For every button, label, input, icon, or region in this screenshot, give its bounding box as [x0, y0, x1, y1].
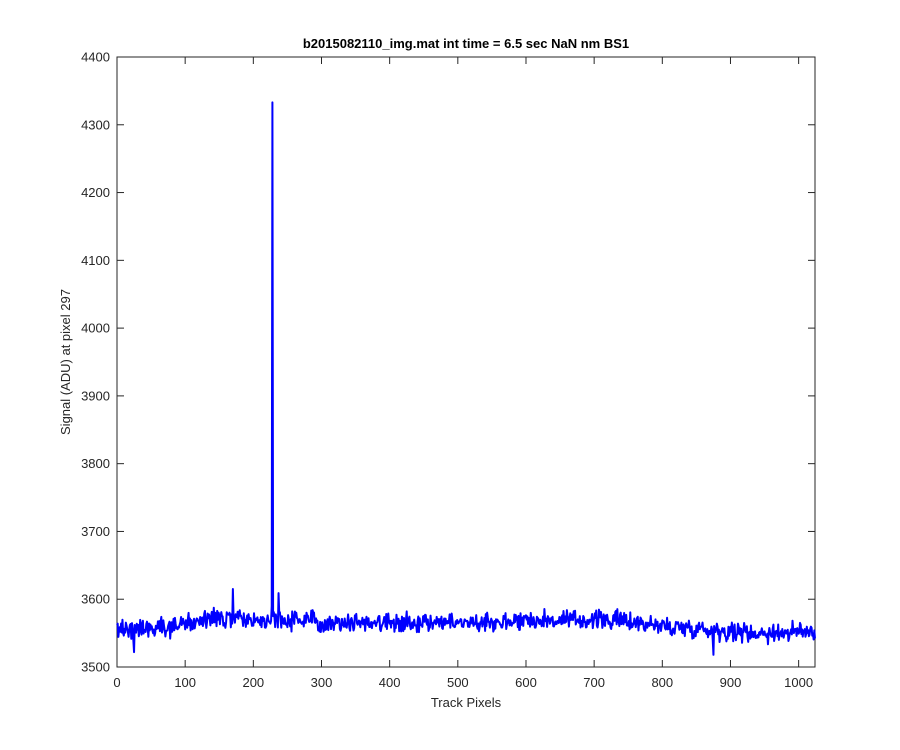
chart-title: b2015082110_img.mat int time = 6.5 sec N… — [303, 36, 629, 51]
x-tick-label: 900 — [720, 675, 742, 690]
plot-area: 0 100 200 300 400 500 600 700 800 900 1000 3500 3600… — [81, 50, 816, 690]
y-tick-label: 3900 — [81, 388, 110, 403]
x-tick-label: 300 — [311, 675, 333, 690]
y-axis-label: Signal (ADU) at pixel 297 — [58, 289, 73, 435]
x-tick-label: 1000 — [784, 675, 813, 690]
series-group — [116, 101, 816, 656]
x-tick-label: 700 — [583, 675, 605, 690]
axes-box — [116, 56, 816, 668]
y-tick-label: 4000 — [81, 321, 110, 336]
y-tick-label: 4400 — [81, 50, 110, 65]
y-tick-label: 3600 — [81, 592, 110, 607]
signal-series-line — [116, 101, 816, 656]
x-axis-label: Track Pixels — [431, 695, 502, 710]
y-tick-label: 3700 — [81, 524, 110, 539]
x-tick-label: 100 — [174, 675, 196, 690]
y-tick-label: 3800 — [81, 456, 110, 471]
x-tick-label: 400 — [379, 675, 401, 690]
y-tick-label: 3500 — [81, 660, 110, 675]
y-tick-label: 4100 — [81, 253, 110, 268]
x-tick-label: 500 — [447, 675, 469, 690]
x-tick-label: 200 — [242, 675, 264, 690]
x-tick-label: 600 — [515, 675, 537, 690]
y-tick-label: 4200 — [81, 185, 110, 200]
y-tick-label: 4300 — [81, 117, 110, 132]
ticks-group: 0 100 200 300 400 500 600 700 800 900 1000 3500 3600… — [81, 50, 815, 690]
x-tick-label: 0 — [113, 675, 120, 690]
x-tick-label: 800 — [651, 675, 673, 690]
